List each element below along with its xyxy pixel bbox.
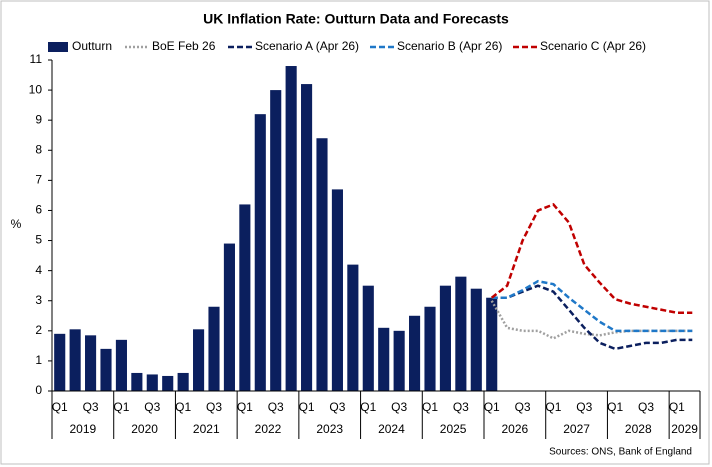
bar bbox=[254, 114, 266, 391]
year-label: 2025 bbox=[440, 422, 467, 436]
legend-label: Scenario B (Apr 26) bbox=[397, 39, 502, 53]
bar bbox=[285, 66, 297, 391]
year-label: 2024 bbox=[378, 422, 405, 436]
x-tick-label: Q3 bbox=[515, 400, 531, 414]
bar bbox=[347, 264, 359, 391]
bar bbox=[177, 372, 189, 391]
bar bbox=[69, 329, 81, 391]
bar bbox=[100, 348, 112, 391]
x-tick-label: Q1 bbox=[422, 400, 438, 414]
y-tick-label: 1 bbox=[35, 353, 42, 367]
bar bbox=[424, 306, 436, 391]
year-label: 2022 bbox=[255, 422, 282, 436]
bar bbox=[331, 189, 343, 391]
legend-label: BoE Feb 26 bbox=[152, 39, 216, 53]
x-tick-label: Q1 bbox=[607, 400, 623, 414]
year-label: 2029 bbox=[671, 422, 698, 436]
bar bbox=[362, 285, 374, 391]
year-label: 2021 bbox=[193, 422, 220, 436]
bar bbox=[455, 276, 467, 391]
x-tick-label: Q1 bbox=[52, 400, 68, 414]
x-tick-label: Q3 bbox=[206, 400, 222, 414]
y-tick-label: 0 bbox=[35, 383, 42, 397]
bar bbox=[85, 335, 97, 391]
bar bbox=[239, 204, 251, 391]
x-tick-label: Q1 bbox=[484, 400, 500, 414]
x-tick-label: Q3 bbox=[391, 400, 407, 414]
y-tick-label: 5 bbox=[35, 233, 42, 247]
x-tick-label: Q3 bbox=[83, 400, 99, 414]
bar bbox=[162, 375, 174, 391]
year-label: 2026 bbox=[502, 422, 529, 436]
bar bbox=[54, 333, 66, 391]
x-tick-label: Q1 bbox=[299, 400, 315, 414]
bar bbox=[409, 315, 421, 391]
y-tick-label: 2 bbox=[35, 323, 42, 337]
x-tick-label: Q3 bbox=[638, 400, 654, 414]
y-tick-label: 3 bbox=[35, 293, 42, 307]
x-tick-label: Q1 bbox=[360, 400, 376, 414]
legend-label: Outturn bbox=[72, 39, 112, 53]
bar bbox=[393, 330, 405, 391]
y-tick-label: 9 bbox=[35, 112, 42, 126]
year-label: 2028 bbox=[625, 422, 652, 436]
y-tick-label: 7 bbox=[35, 173, 42, 187]
x-tick-label: Q3 bbox=[268, 400, 284, 414]
x-tick-label: Q3 bbox=[576, 400, 592, 414]
bar bbox=[146, 374, 158, 391]
line-series bbox=[490, 202, 693, 315]
bar bbox=[486, 297, 498, 391]
y-tick-label: 6 bbox=[35, 203, 42, 217]
x-tick-label: Q3 bbox=[144, 400, 160, 414]
source: Sources: ONS, Bank of England bbox=[549, 447, 692, 458]
bar bbox=[223, 243, 235, 391]
bar bbox=[378, 327, 390, 391]
bar bbox=[193, 329, 205, 391]
bar bbox=[131, 372, 143, 391]
y-tick-label: 8 bbox=[35, 142, 42, 156]
x-tick-label: Q1 bbox=[669, 400, 685, 414]
legend-label: Scenario C (Apr 26) bbox=[540, 39, 646, 53]
x-tick-label: Q1 bbox=[175, 400, 191, 414]
bar bbox=[301, 84, 313, 391]
x-tick-label: Q3 bbox=[329, 400, 345, 414]
year-label: 2023 bbox=[316, 422, 343, 436]
year-label: 2019 bbox=[70, 422, 97, 436]
year-label: 2027 bbox=[563, 422, 590, 436]
bar bbox=[439, 285, 451, 391]
bar bbox=[115, 339, 127, 391]
bar bbox=[270, 90, 282, 391]
bar bbox=[208, 306, 220, 391]
y-tick-label: 10 bbox=[29, 82, 43, 96]
x-tick-label: Q1 bbox=[113, 400, 129, 414]
bar bbox=[470, 288, 482, 391]
year-label: 2020 bbox=[131, 422, 158, 436]
bar bbox=[316, 138, 328, 391]
x-tick-label: Q1 bbox=[545, 400, 561, 414]
legend-label: Scenario A (Apr 26) bbox=[255, 39, 359, 53]
legend-swatch bbox=[48, 42, 68, 52]
y-axis-label: % bbox=[11, 217, 22, 231]
y-tick-label: 4 bbox=[35, 263, 42, 277]
chart-title: UK Inflation Rate: Outturn Data and Fore… bbox=[203, 11, 509, 27]
x-tick-label: Q3 bbox=[453, 400, 469, 414]
x-tick-label: Q1 bbox=[237, 400, 253, 414]
y-tick-label: 11 bbox=[30, 52, 43, 66]
